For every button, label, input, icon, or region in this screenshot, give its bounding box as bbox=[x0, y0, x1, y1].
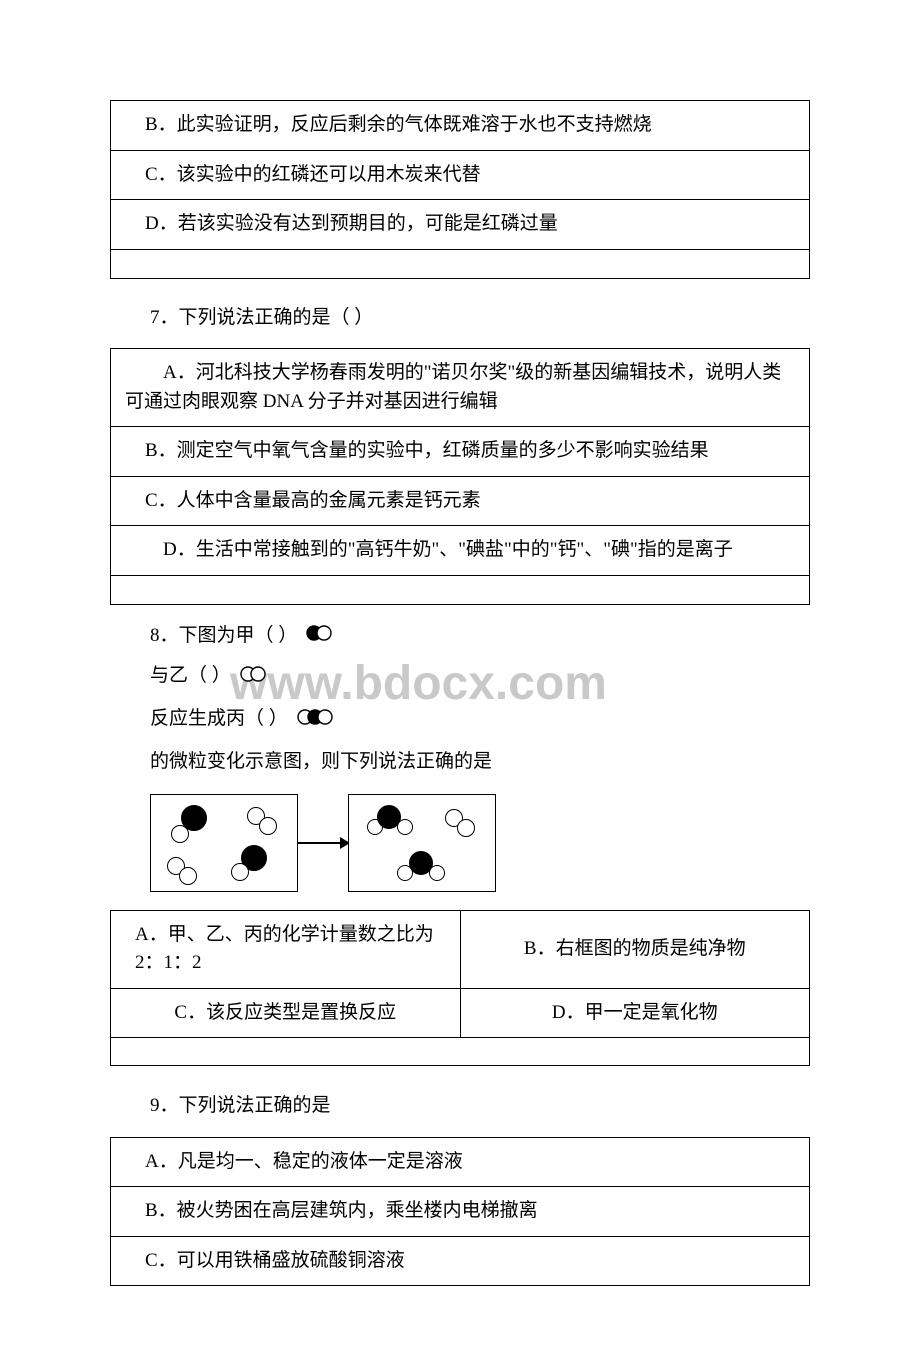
bing-icon bbox=[297, 702, 333, 738]
q7-option-c: C．人体中含量最高的金属元素是钙元素 bbox=[111, 477, 809, 527]
q9-options-box: A．凡是均一、稳定的液体一定是溶液 B．被火势困在高层建筑内，乘坐楼内电梯撤离 … bbox=[110, 1137, 810, 1287]
diagram-right-box bbox=[348, 794, 496, 892]
jia-icon bbox=[306, 622, 332, 651]
q9-stem: 9．下列说法正确的是 bbox=[150, 1092, 810, 1121]
q9-option-c: C．可以用铁桶盛放硫酸铜溶液 bbox=[111, 1237, 809, 1286]
document-page: B．此实验证明，反应后剩余的气体既难溶于水也不支持燃烧 C．该实验中的红磷还可以… bbox=[0, 0, 920, 1346]
empty-row bbox=[111, 576, 809, 604]
option-c: C．该实验中的红磷还可以用木炭来代替 bbox=[111, 151, 809, 201]
q9-option-a: A．凡是均一、稳定的液体一定是溶液 bbox=[111, 1138, 809, 1188]
diagram-left-box bbox=[150, 794, 298, 892]
q7-options-box: A．河北科技大学杨春雨发明的"诺贝尔奖"级的新基因编辑技术，说明人类可通过肉眼观… bbox=[110, 348, 810, 605]
q8-header-block: www.bdocx.com 8．下图为甲（ ） 与乙（ ） 反应生成丙（ ） bbox=[110, 622, 810, 780]
q8-option-a: A．甲、乙、丙的化学计量数之比为 2：1：2 bbox=[111, 910, 461, 988]
yi-icon bbox=[240, 659, 266, 695]
q9-option-b: B．被火势困在高层建筑内，乘坐楼内电梯撤离 bbox=[111, 1187, 809, 1237]
option-b: B．此实验证明，反应后剩余的气体既难溶于水也不支持燃烧 bbox=[111, 101, 809, 151]
q7-option-d: D．生活中常接触到的"高钙牛奶"、"碘盐"中的"钙"、"碘"指的是离子 bbox=[111, 526, 809, 576]
q8-line2-text: 与乙（ ） bbox=[150, 665, 231, 686]
q8-diagram bbox=[150, 794, 810, 892]
q8-options-table: A．甲、乙、丙的化学计量数之比为 2：1：2 B．右框图的物质是纯净物 C．该反… bbox=[110, 910, 810, 1067]
q7-option-a: A．河北科技大学杨春雨发明的"诺贝尔奖"级的新基因编辑技术，说明人类可通过肉眼观… bbox=[111, 349, 809, 427]
q8-line4: 的微粒变化示意图，则下列说法正确的是 bbox=[150, 744, 810, 780]
q8-line1-text: 8．下图为甲（ ） bbox=[150, 625, 297, 646]
option-d: D．若该实验没有达到预期目的，可能是红磷过量 bbox=[111, 200, 809, 250]
q8-line2: 与乙（ ） bbox=[150, 658, 810, 695]
q7-stem: 7．下列说法正确的是（ ） bbox=[150, 304, 810, 333]
q7-option-d-text: D．生活中常接触到的"高钙牛奶"、"碘盐"中的"钙"、"碘"指的是离子 bbox=[125, 536, 795, 565]
q6-options-box: B．此实验证明，反应后剩余的气体既难溶于水也不支持燃烧 C．该实验中的红磷还可以… bbox=[110, 100, 810, 279]
q7-option-b: B．测定空气中氧气含量的实验中，红磷质量的多少不影响实验结果 bbox=[111, 427, 809, 477]
reaction-arrow-icon bbox=[297, 842, 349, 844]
empty-cell bbox=[111, 1038, 810, 1066]
q8-line3: 反应生成丙（ ） bbox=[150, 701, 810, 738]
q8-option-b: B．右框图的物质是纯净物 bbox=[460, 910, 810, 988]
q8-option-d: D．甲一定是氧化物 bbox=[460, 988, 810, 1038]
q7-option-a-text: A．河北科技大学杨春雨发明的"诺贝尔奖"级的新基因编辑技术，说明人类可通过肉眼观… bbox=[125, 359, 795, 416]
q8-line3-text: 反应生成丙（ ） bbox=[150, 708, 288, 729]
q8-line1: 8．下图为甲（ ） bbox=[150, 622, 810, 651]
empty-row bbox=[111, 250, 809, 278]
q8-option-c: C．该反应类型是置换反应 bbox=[111, 988, 461, 1038]
